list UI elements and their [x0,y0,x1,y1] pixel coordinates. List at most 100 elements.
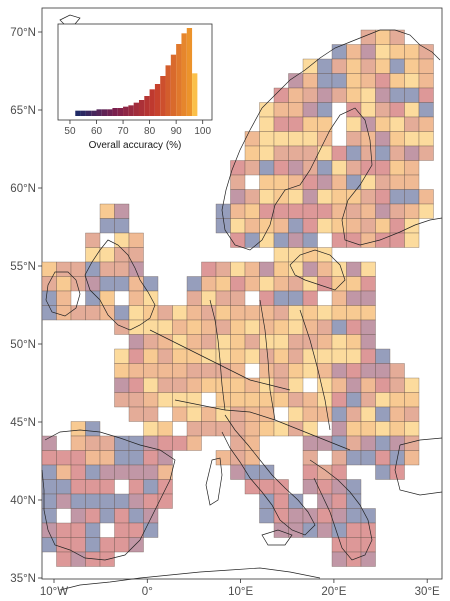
grid-cell [375,102,391,118]
legend-bar [112,108,118,116]
grid-cell [302,58,318,74]
balkans-coast [309,459,373,561]
grid-cell [85,421,101,437]
grid-cell [244,276,260,292]
grid-cell [70,508,86,524]
grid-cell [302,145,318,161]
grid-cell [375,174,391,190]
grid-cell [346,73,362,89]
grid-cell [389,363,405,379]
grid-cell [317,305,333,321]
grid-cell [288,508,304,524]
grid-cell [143,493,159,509]
grid-cell [215,261,231,277]
grid-cell [114,261,130,277]
grid-cell [244,160,260,176]
grid-cell [70,261,86,277]
grid-cell [56,522,72,538]
grid-cell [288,392,304,408]
lat-tick-label: 55°N [10,261,36,273]
grid-cell [215,319,231,335]
grid-cell [99,247,115,263]
grid-cell [244,232,260,248]
grid-cell [288,319,304,335]
grid-cell [128,276,144,292]
grid-cell [375,203,391,219]
legend-tick-label: 80 [144,126,156,137]
grid-cell [230,290,246,306]
grid-cell [404,421,420,437]
grid-cell [128,334,144,350]
lon-tick-label: 10°W [40,586,68,598]
grid-cell [389,174,405,190]
grid-cell [331,319,347,335]
grid-cell [215,276,231,292]
lat-tick-label: 40°N [10,495,36,507]
grid-cell [331,58,347,74]
legend-bar [170,54,177,116]
grid-cell [404,145,420,161]
grid-cell [375,464,391,480]
grid-cell [360,203,376,219]
grid-cell [317,131,333,147]
grid-cell [317,73,333,89]
grid-cell [56,464,72,480]
grid-cell [41,522,57,538]
grid-cell [375,29,391,45]
grid-cell [331,305,347,321]
grid-cell [302,189,318,205]
grid-cell [41,435,57,451]
sicily-coast [261,529,293,546]
grid-cell [288,102,304,118]
grid-cell [375,160,391,176]
grid-cell [172,377,188,393]
grid-cell [244,450,260,466]
grid-cell [114,522,130,538]
grid-cell [346,305,362,321]
grid-cell [331,450,347,466]
legend-bar [165,65,171,116]
grid-cell [273,232,289,248]
grid-cell [41,276,57,292]
grid-cell [331,145,347,161]
grid-cell [128,435,144,451]
grid-cell [114,392,130,408]
ireland-coast [45,271,81,317]
grid-cell [56,290,72,306]
grid-cell [346,363,362,379]
lat-tick-label: 60°N [10,183,36,195]
grid-cell [273,218,289,234]
grid-cell [70,522,86,538]
grid-cell [346,334,362,350]
grid-cell [331,218,347,234]
grid-cell [244,305,260,321]
grid-cell [157,334,173,350]
grid-cell [346,377,362,393]
lon-tick-label: 0° [142,586,153,598]
legend-bar [85,110,92,116]
grid-cell [331,87,347,103]
grid-cell [157,392,173,408]
grid-cell [331,508,347,524]
grid-cell [346,218,362,234]
grid-cell [128,406,144,422]
grid-cell [302,464,318,480]
grid-cell [259,131,275,147]
grid-cell [157,479,173,495]
legend-bar [75,110,81,116]
grid-cell [70,493,86,509]
grid-cell [157,421,173,437]
legend-bar [107,109,113,116]
grid-cell [288,334,304,350]
grid-cell [404,203,420,219]
grid-cell [172,392,188,408]
grid-cell [331,551,347,567]
grid-cell [143,377,159,393]
grid-cell [418,73,434,89]
grid-cell [56,551,72,567]
lat-tick-label: 35°N [10,573,36,585]
north-africa-coast [59,567,321,591]
grid-cell [302,290,318,306]
grid-cell [259,189,275,205]
